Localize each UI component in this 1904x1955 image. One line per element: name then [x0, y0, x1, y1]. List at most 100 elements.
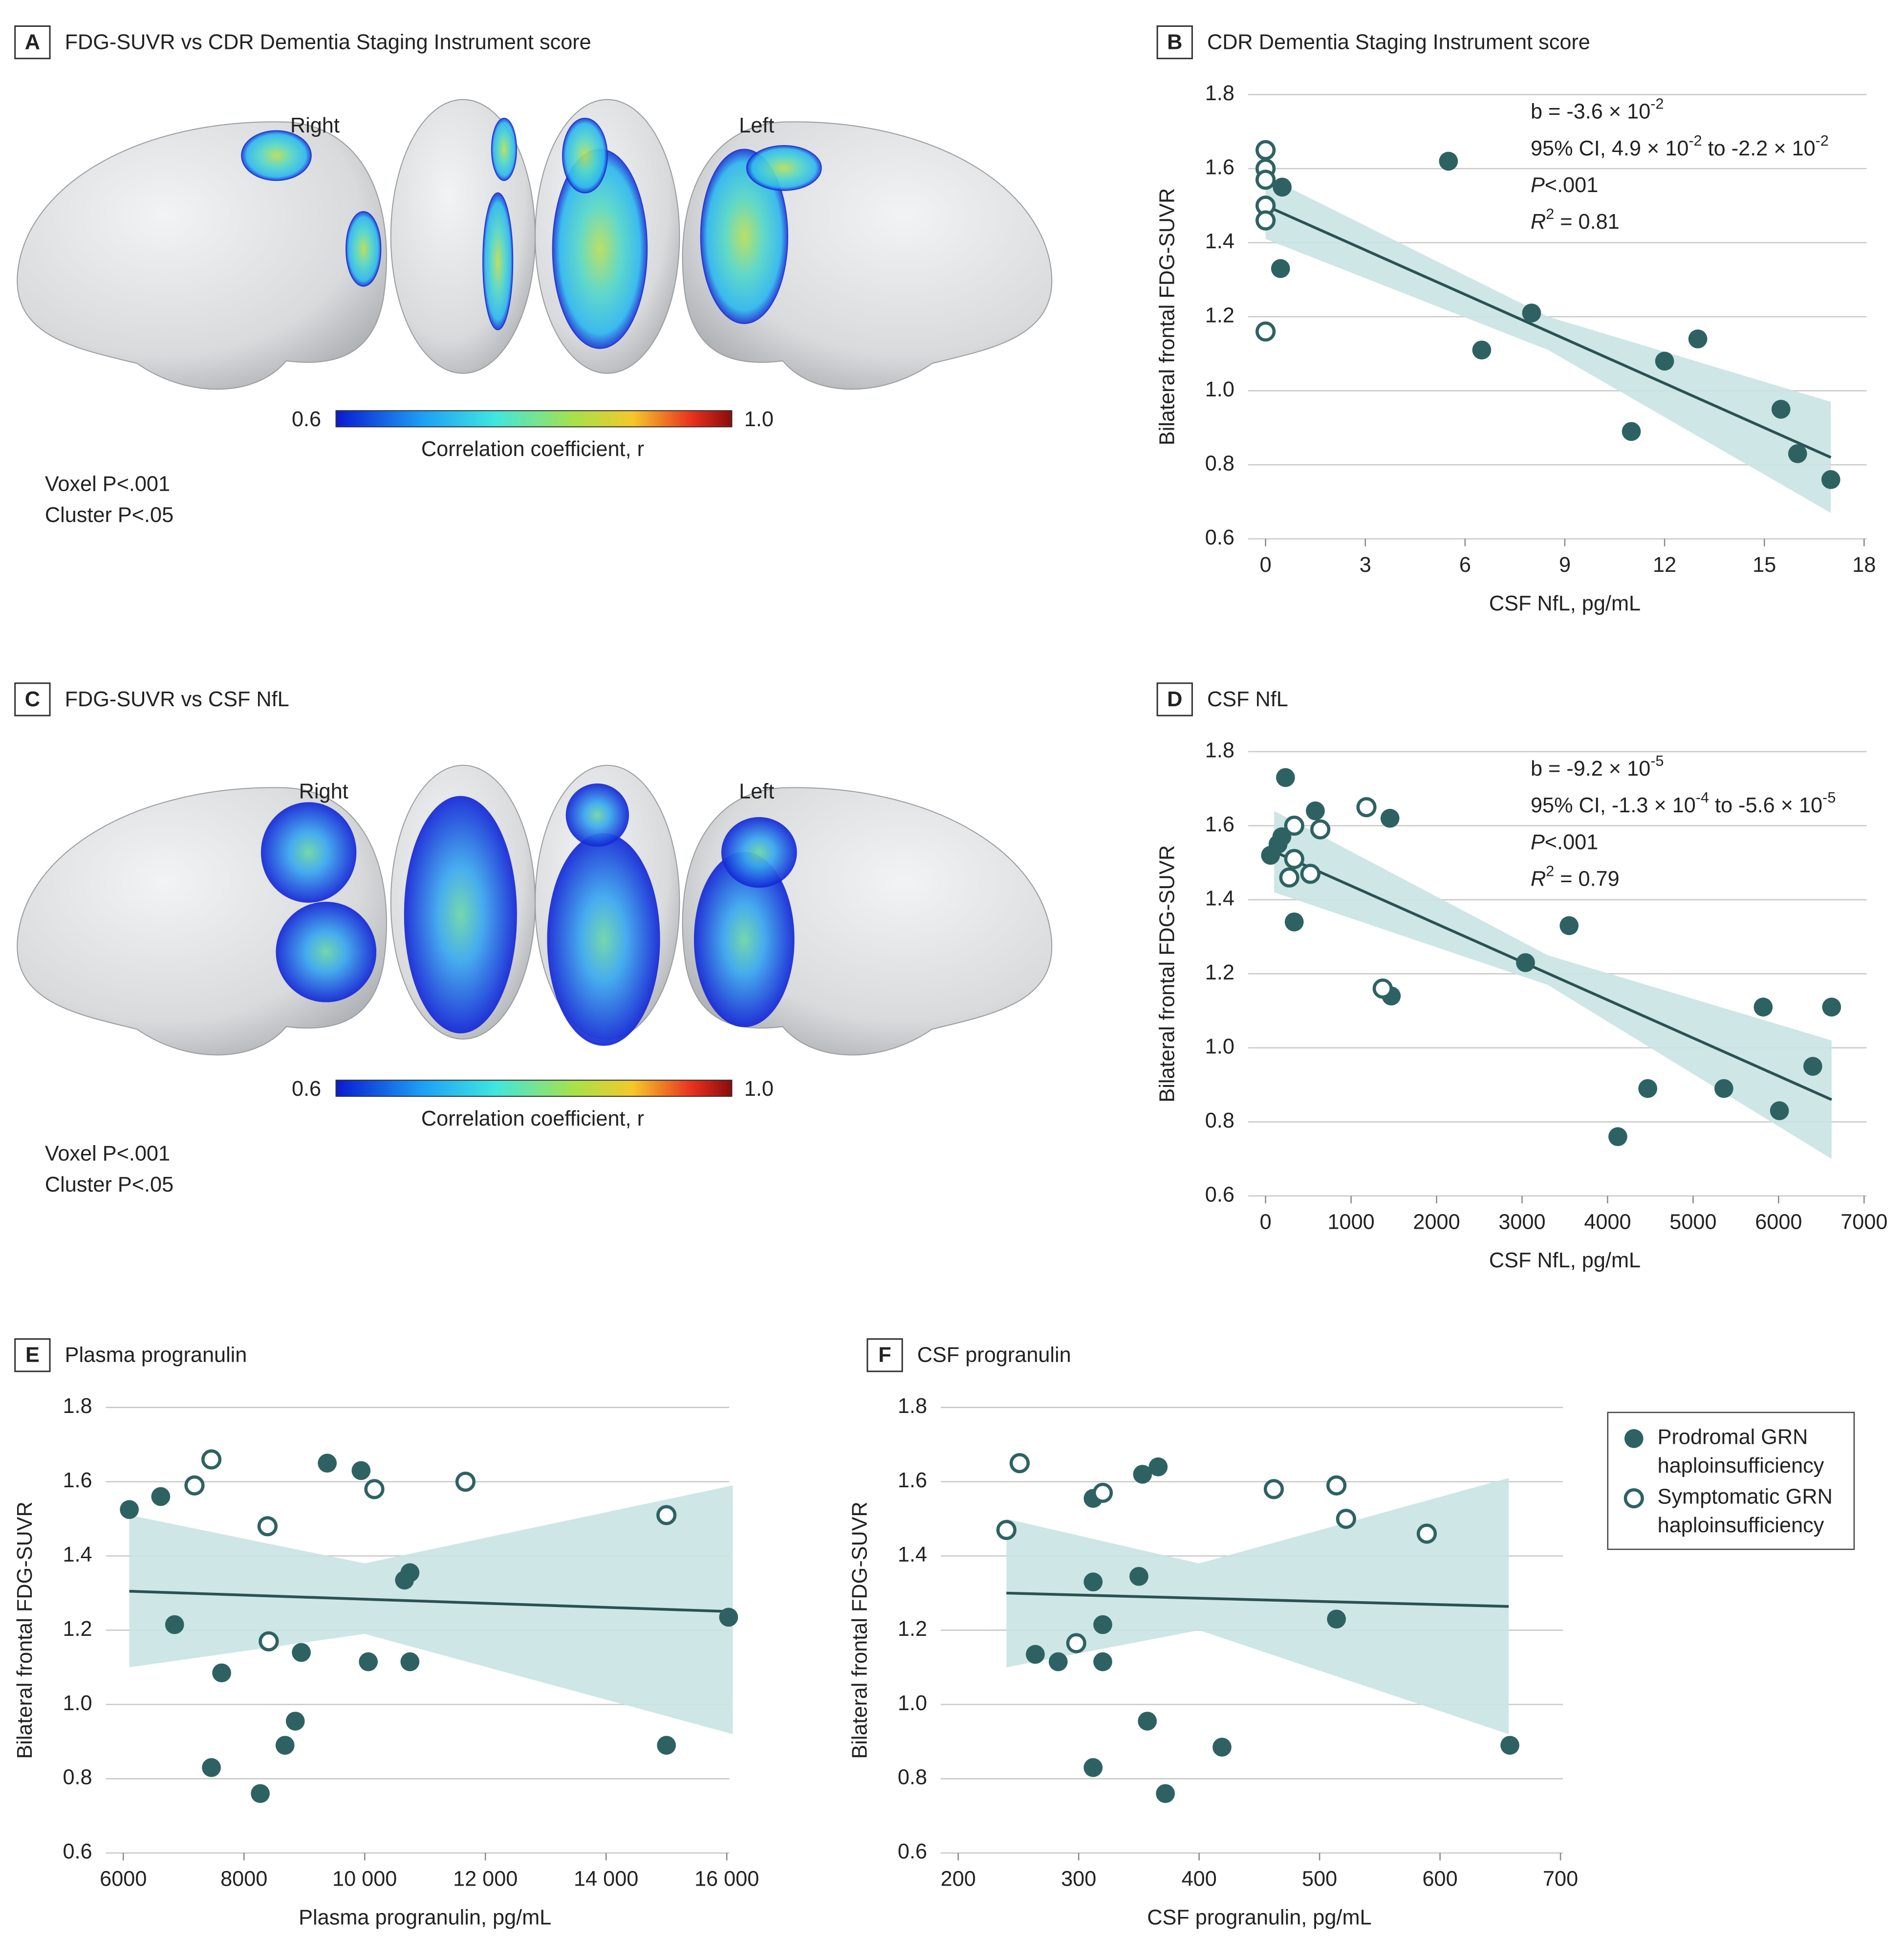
brain-lateral — [17, 121, 387, 390]
annotation-part: -5 — [1650, 753, 1664, 769]
annotation: R2 = 0.79 — [1531, 863, 1620, 891]
note: Voxel P<.001 — [45, 472, 170, 496]
y-tick-label: 1.6 — [1205, 155, 1234, 179]
annotation-part: b = -3.6 × 10 — [1531, 100, 1650, 124]
x-axis-label: CSF progranulin, pg/mL — [1147, 1906, 1371, 1930]
legend-label-line: Symptomatic GRN — [1658, 1485, 1833, 1509]
data-point — [1688, 329, 1708, 348]
x-tick-label: 700 — [1543, 1868, 1578, 1891]
data-point — [1138, 1712, 1157, 1731]
annotation-part: <.001 — [1545, 831, 1598, 854]
legend-box — [1607, 1412, 1855, 1550]
data-point — [259, 1631, 279, 1651]
confidence-band — [129, 1485, 733, 1735]
panel-letter: A — [25, 31, 40, 54]
y-axis-label: Bilateral frontal FDG-SUVR — [1155, 845, 1179, 1103]
activation-cluster — [491, 117, 517, 181]
data-point — [359, 1652, 378, 1672]
annotation: b = -3.6 × 10-2 — [1531, 96, 1664, 124]
annotation-part: to -2.2 × 10 — [1702, 137, 1816, 160]
annotation-part: = 0.81 — [1554, 210, 1620, 234]
data-point — [1803, 1057, 1822, 1076]
y-tick-label: 0.8 — [898, 1766, 927, 1789]
x-tick-label: 9 — [1559, 553, 1571, 577]
data-point — [657, 1736, 676, 1755]
data-point — [1255, 170, 1276, 190]
data-point — [1092, 1482, 1113, 1503]
colorbar-label: Correlation coefficient, r — [421, 437, 644, 461]
panel-letter-box — [866, 1338, 903, 1372]
data-point — [1156, 1784, 1175, 1803]
annotation-part: to -5.6 × 10 — [1709, 794, 1822, 818]
panel-letter-box — [14, 1338, 51, 1372]
x-tick-label: 10 000 — [332, 1868, 397, 1891]
colorbar-tick-label: 1.0 — [744, 408, 774, 431]
annotation-part: R — [1531, 210, 1546, 234]
y-tick-label: 1.8 — [898, 1394, 927, 1418]
x-axis-label: CSF NfL, pg/mL — [1489, 592, 1641, 615]
data-point — [656, 1505, 677, 1525]
confidence-band — [1265, 176, 1831, 513]
y-tick-label: 1.2 — [898, 1617, 927, 1641]
x-tick-label: 0 — [1260, 1210, 1272, 1234]
activation-cluster — [241, 130, 312, 181]
x-tick-label: 400 — [1182, 1868, 1217, 1891]
data-point — [1148, 1457, 1168, 1477]
y-tick-label: 0.6 — [1205, 1183, 1234, 1206]
x-tick-label: 8000 — [220, 1868, 267, 1891]
y-tick-label: 0.8 — [1205, 452, 1234, 475]
y-tick-label: 1.0 — [898, 1692, 927, 1715]
panel-letter: F — [878, 1344, 891, 1367]
data-point — [1133, 1465, 1152, 1484]
x-tick-label: 300 — [1061, 1868, 1096, 1891]
x-tick-label: 15 — [1753, 553, 1776, 577]
data-point — [1655, 351, 1674, 371]
legend-label: Symptomatic GRN haploinsufficiency — [1658, 1485, 1833, 1538]
annotation: 95% CI, -1.3 × 10-4 to -5.6 × 10-5 — [1531, 789, 1836, 817]
panel-title: Plasma progranulin — [65, 1344, 247, 1367]
data-point — [292, 1643, 311, 1662]
data-point — [151, 1487, 171, 1506]
y-tick-label: 0.8 — [63, 1766, 92, 1789]
data-point — [318, 1454, 337, 1473]
y-tick-label: 1.8 — [63, 1394, 92, 1418]
activation-cluster — [260, 802, 357, 903]
data-point — [1284, 848, 1304, 869]
panel-letter-box — [14, 25, 51, 60]
colorbar-tick-label: 0.6 — [292, 1077, 321, 1101]
data-point — [1638, 1079, 1658, 1098]
x-tick-label: 3 — [1360, 553, 1371, 577]
data-point — [257, 1516, 278, 1537]
activation-cluster — [565, 783, 629, 847]
data-point — [1048, 1652, 1068, 1672]
legend-label-line: Prodromal GRN — [1658, 1426, 1808, 1449]
data-point — [400, 1563, 420, 1583]
colorbar-tick-label: 1.0 — [744, 1077, 774, 1101]
x-tick-label: 2000 — [1413, 1210, 1460, 1234]
data-point — [1263, 1479, 1284, 1499]
panel-letter-box — [1156, 682, 1193, 717]
activation-cluster — [482, 192, 514, 330]
data-point — [1310, 819, 1331, 840]
data-point — [1093, 1615, 1112, 1634]
data-point — [1326, 1475, 1347, 1496]
regression-line — [1265, 204, 1832, 459]
panel-title: CDR Dementia Staging Instrument score — [1207, 31, 1590, 54]
activation-cluster — [547, 833, 660, 1046]
panel-title: CSF NfL — [1207, 688, 1288, 711]
data-point — [1380, 808, 1400, 828]
x-axis-label: Plasma progranulin, pg/mL — [299, 1906, 551, 1930]
colorbar — [335, 410, 733, 428]
data-point — [1279, 867, 1299, 888]
data-point — [165, 1615, 184, 1634]
hemisphere-label: Left — [739, 114, 774, 137]
y-tick-label: 1.6 — [63, 1469, 92, 1492]
data-point — [1788, 444, 1807, 463]
data-point — [120, 1500, 139, 1519]
data-point — [1255, 140, 1276, 160]
annotation-part: -2 — [1816, 132, 1829, 149]
data-point — [1129, 1566, 1148, 1586]
panel-letter: C — [25, 688, 40, 711]
